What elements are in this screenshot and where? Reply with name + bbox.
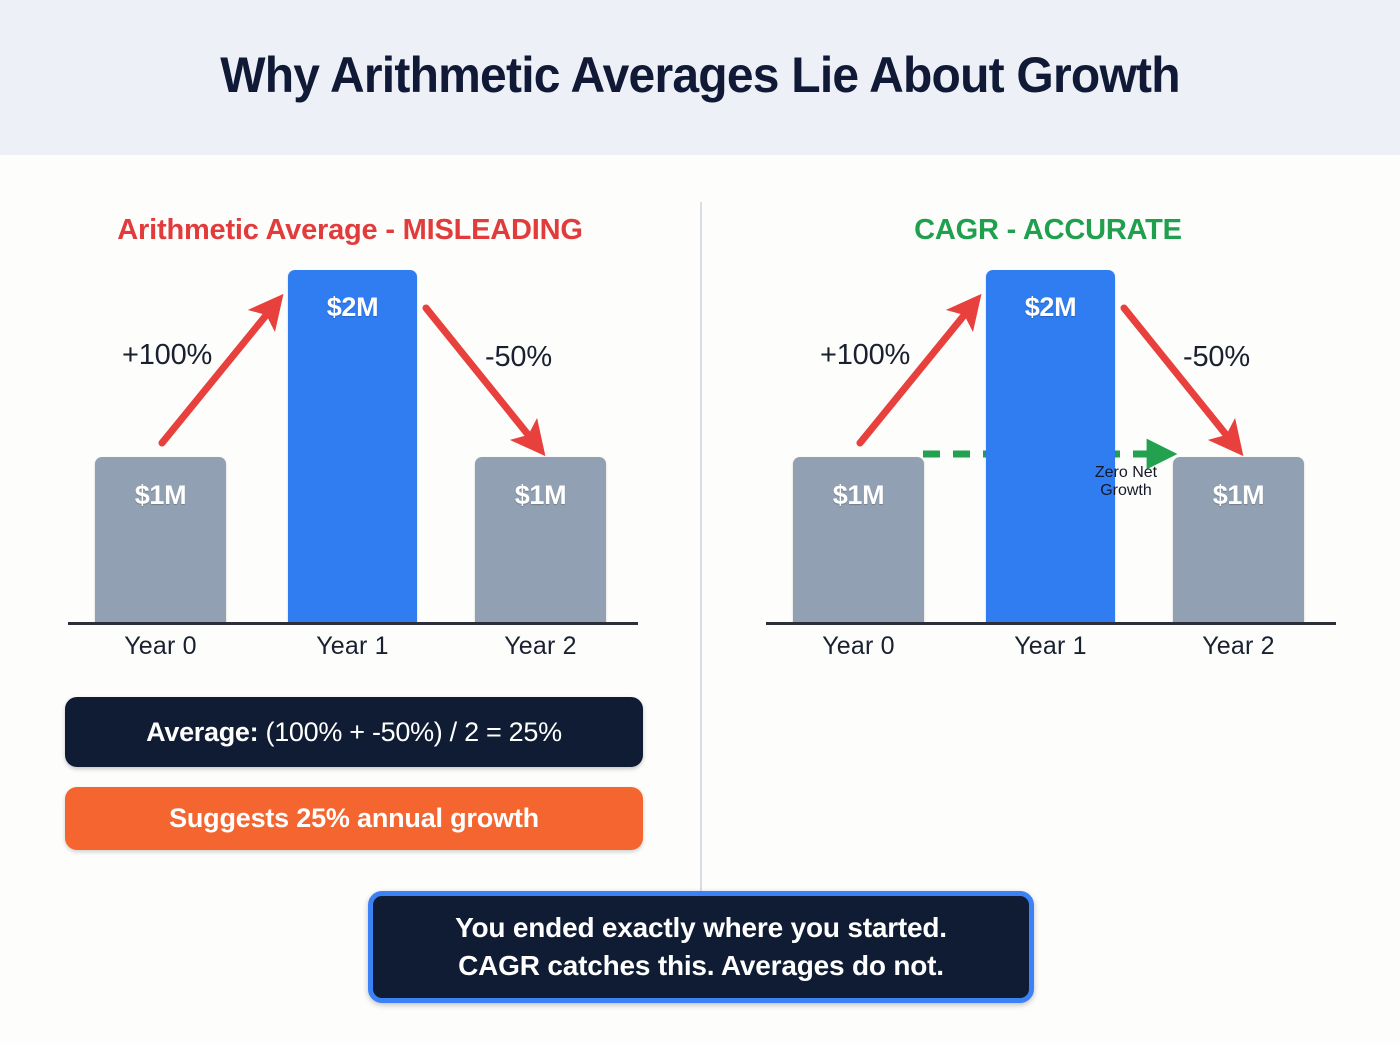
bar-year-1-right: $2M [986,270,1115,622]
panel-divider [700,202,702,896]
panel-cagr: CAGR - ACCURATE +100% [698,0,1398,1045]
result-banner-average: Suggests 25% annual growth [65,787,643,850]
bar-value-label: $2M [1024,292,1077,322]
footer-line-1: You ended exactly where you started. [455,912,947,944]
formula-label-average: Average: [146,716,259,747]
arrow-up-label-left: +100% [122,339,213,371]
chart-cagr: +100% -50% $1M $2M $1M Zero Net Growth Y… [758,270,1338,670]
bar-value-label: $2M [326,292,379,322]
arrow-up-label-right: +100% [820,339,911,371]
bar-year-2-right: $1M [1173,457,1304,622]
zero-net-growth-annotation: Zero Net Growth [1094,464,1158,500]
panel-arithmetic-average: Arithmetic Average - MISLEADING +100% -5… [60,214,643,850]
bar-year-1-left: $2M [288,270,417,622]
x-tick-year-2-left: Year 2 [504,632,577,660]
formula-box-average: Average: (100% + -50%) / 2 = 25% [65,697,643,767]
footer-line-2: CAGR catches this. Averages do not. [458,950,944,981]
panel-title-left: Arithmetic Average - MISLEADING [117,214,583,246]
x-axis-line-right [766,622,1336,625]
bar-value-label: $1M [514,480,567,510]
chart-arithmetic-average: +100% -50% $1M $2M $1M Year 0 Year 1 Yea… [60,270,640,670]
bar-value-label: $1M [134,480,187,510]
bar-year-2-left: $1M [475,457,606,622]
bar-year-0-right: $1M [793,457,924,622]
arrow-down-label-right: -50% [1183,341,1250,373]
bar-value-label: $1M [832,480,885,510]
formula-text-average: Average: (100% + -50%) / 2 = 25% [146,717,562,748]
x-tick-year-2-right: Year 2 [1202,632,1275,660]
x-tick-year-1-left: Year 1 [316,632,389,660]
x-tick-year-1-right: Year 1 [1014,632,1087,660]
footer-callout: You ended exactly where you started. CAG… [368,891,1034,1003]
x-axis-line-left [68,622,638,625]
panel-title-right: CAGR - ACCURATE [914,214,1182,246]
arrow-down-label-left: -50% [485,341,552,373]
bar-year-0-left: $1M [95,457,226,622]
x-tick-year-0-right: Year 0 [822,632,895,660]
header-band [0,0,1400,155]
formula-expression-average: (100% + -50%) / 2 = 25% [258,716,563,747]
x-tick-year-0-left: Year 0 [124,632,197,660]
page-title: Why Arithmetic Averages Lie About Growth [220,47,1180,103]
bar-value-label: $1M [1212,480,1265,510]
